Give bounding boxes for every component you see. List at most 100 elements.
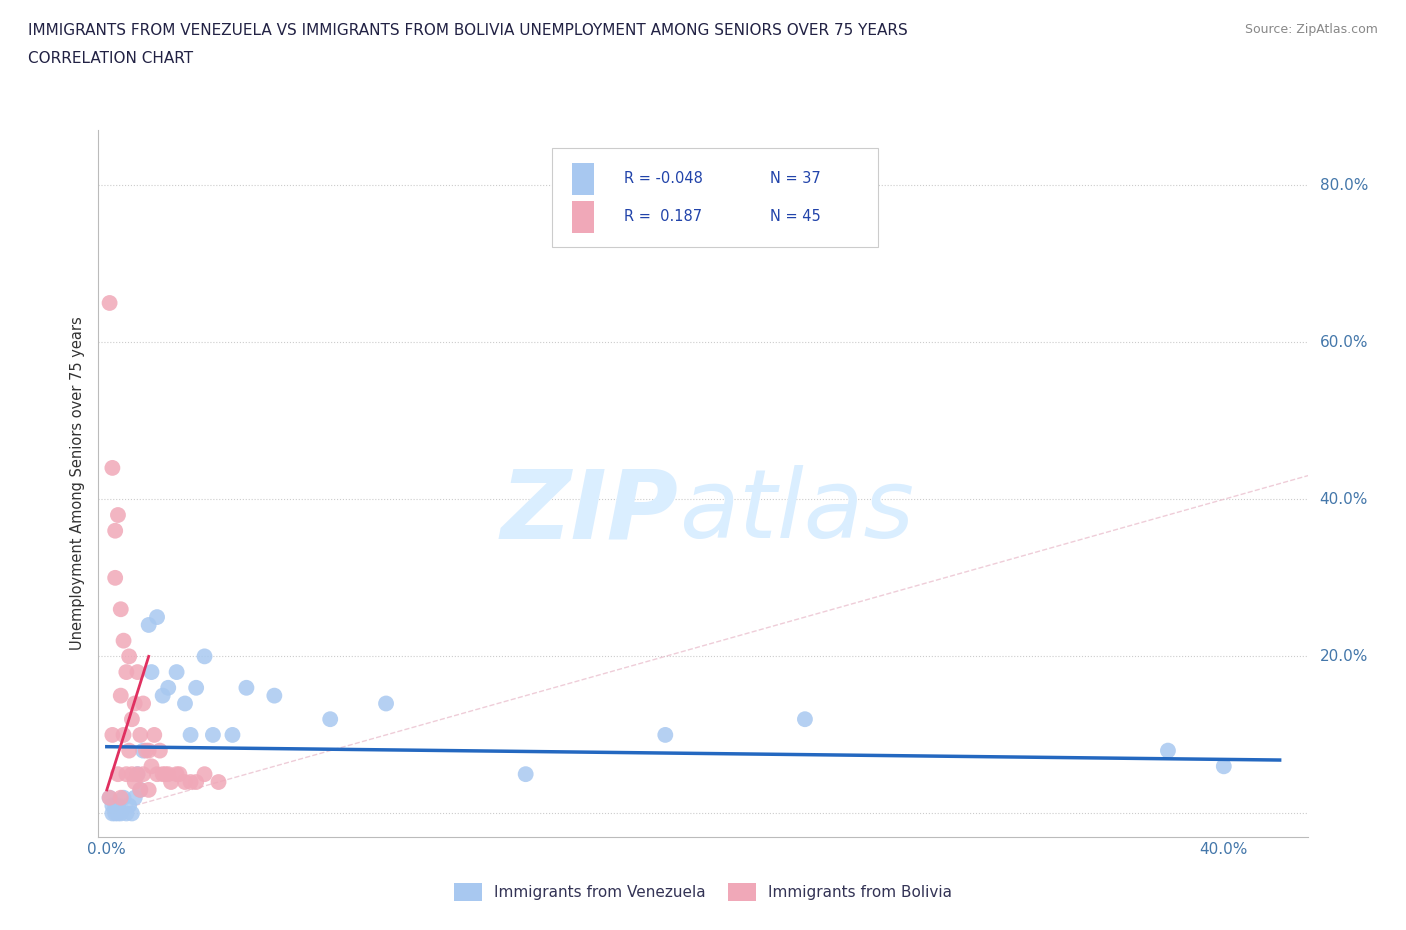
Point [101, 806, 124, 821]
Point [110, 602, 132, 617]
Legend: Immigrants from Venezuela, Immigrants from Bolivia: Immigrants from Venezuela, Immigrants fr… [449, 877, 957, 907]
Point [143, 727, 166, 742]
Point [138, 782, 160, 797]
Text: IMMIGRANTS FROM VENEZUELA VS IMMIGRANTS FROM BOLIVIA UNEMPLOYMENT AMONG SENIORS : IMMIGRANTS FROM VENEZUELA VS IMMIGRANTS … [28, 23, 908, 38]
Text: CORRELATION CHART: CORRELATION CHART [28, 51, 193, 66]
Text: N = 45: N = 45 [769, 209, 820, 224]
Point [207, 775, 229, 790]
Point [180, 775, 202, 790]
Point [157, 681, 180, 696]
Point [129, 727, 152, 742]
Point [112, 790, 135, 805]
Point [132, 743, 155, 758]
Point [127, 766, 149, 781]
Point [121, 806, 143, 821]
Point [107, 766, 129, 781]
Point [115, 665, 138, 680]
Text: 20.0%: 20.0% [1320, 649, 1368, 664]
Point [135, 743, 157, 758]
Point [107, 806, 129, 821]
Point [127, 766, 149, 781]
Point [101, 460, 124, 475]
Point [110, 790, 132, 805]
Point [107, 508, 129, 523]
Point [174, 696, 197, 711]
Text: atlas: atlas [679, 465, 914, 558]
Point [141, 665, 163, 680]
Point [112, 727, 135, 742]
Text: 60.0%: 60.0% [1320, 335, 1368, 350]
Point [186, 681, 208, 696]
Y-axis label: Unemployment Among Seniors over 75 years: Unemployment Among Seniors over 75 years [70, 317, 86, 650]
Point [160, 775, 183, 790]
Point [127, 665, 149, 680]
Point [793, 711, 815, 726]
Point [166, 665, 188, 680]
Point [155, 766, 177, 781]
Point [193, 649, 215, 664]
Point [319, 711, 342, 726]
Point [98, 790, 121, 805]
Point [129, 782, 152, 797]
Point [152, 688, 174, 703]
Point [101, 727, 124, 742]
Point [104, 524, 127, 538]
Point [138, 743, 160, 758]
Point [263, 688, 285, 703]
Point [104, 798, 127, 813]
Point [515, 766, 537, 781]
Point [118, 798, 141, 813]
Point [112, 633, 135, 648]
Point [124, 696, 146, 711]
Point [104, 570, 127, 585]
Point [146, 766, 169, 781]
Point [104, 806, 127, 821]
Point [121, 766, 143, 781]
Point [118, 649, 141, 664]
Point [166, 766, 188, 781]
Point [152, 766, 174, 781]
Point [186, 775, 208, 790]
Point [235, 681, 257, 696]
Point [132, 766, 155, 781]
Text: R =  0.187: R = 0.187 [624, 209, 703, 224]
Point [124, 775, 146, 790]
Text: 40.0%: 40.0% [1320, 492, 1368, 507]
Point [101, 798, 124, 813]
Text: R = -0.048: R = -0.048 [624, 171, 703, 187]
Point [193, 766, 215, 781]
FancyBboxPatch shape [572, 164, 593, 195]
Text: Source: ZipAtlas.com: Source: ZipAtlas.com [1244, 23, 1378, 36]
Point [98, 296, 121, 311]
Point [654, 727, 676, 742]
Point [157, 766, 180, 781]
Point [169, 766, 191, 781]
Point [107, 798, 129, 813]
Point [98, 790, 121, 805]
Point [118, 743, 141, 758]
Text: 80.0%: 80.0% [1320, 178, 1368, 193]
FancyBboxPatch shape [572, 201, 593, 232]
Point [115, 766, 138, 781]
Point [146, 610, 169, 625]
Point [180, 727, 202, 742]
Point [110, 688, 132, 703]
Text: N = 37: N = 37 [769, 171, 820, 187]
Point [138, 618, 160, 632]
Point [110, 806, 132, 821]
Point [124, 790, 146, 805]
Text: ZIP: ZIP [501, 465, 679, 558]
Point [375, 696, 398, 711]
Point [149, 743, 172, 758]
Point [201, 727, 224, 742]
Point [221, 727, 243, 742]
Point [132, 696, 155, 711]
Point [1212, 759, 1234, 774]
Point [121, 711, 143, 726]
Point [174, 775, 197, 790]
Point [141, 759, 163, 774]
Point [115, 806, 138, 821]
Point [1157, 743, 1180, 758]
Point [129, 782, 152, 797]
FancyBboxPatch shape [551, 148, 879, 246]
